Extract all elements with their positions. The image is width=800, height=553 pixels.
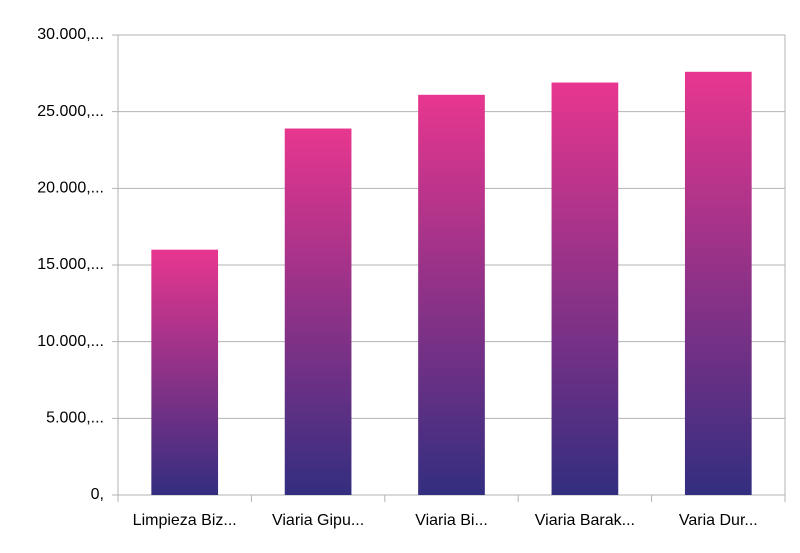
x-tick-label: Varia Dur... xyxy=(679,512,758,529)
x-tick-label: Viaria Gipu... xyxy=(272,512,364,529)
x-tick-label: Viaria Barak... xyxy=(535,512,635,529)
bar xyxy=(151,249,219,495)
bar xyxy=(418,94,485,496)
y-tick-label: 5.000,... xyxy=(46,410,104,427)
x-tick-label: Viaria Bi... xyxy=(415,512,488,529)
bar xyxy=(551,82,619,496)
y-tick-label: 25.000,... xyxy=(37,103,104,120)
y-tick-label: 10.000,... xyxy=(37,333,104,350)
x-tick-label: Limpieza Biz... xyxy=(133,512,237,529)
bar xyxy=(684,71,752,496)
y-tick-label: 20.000,... xyxy=(37,180,104,197)
bar xyxy=(284,128,352,496)
y-tick-label: 0, xyxy=(91,486,104,503)
y-tick-label: 15.000,... xyxy=(37,256,104,273)
y-tick-label: 30.000,... xyxy=(37,26,104,43)
